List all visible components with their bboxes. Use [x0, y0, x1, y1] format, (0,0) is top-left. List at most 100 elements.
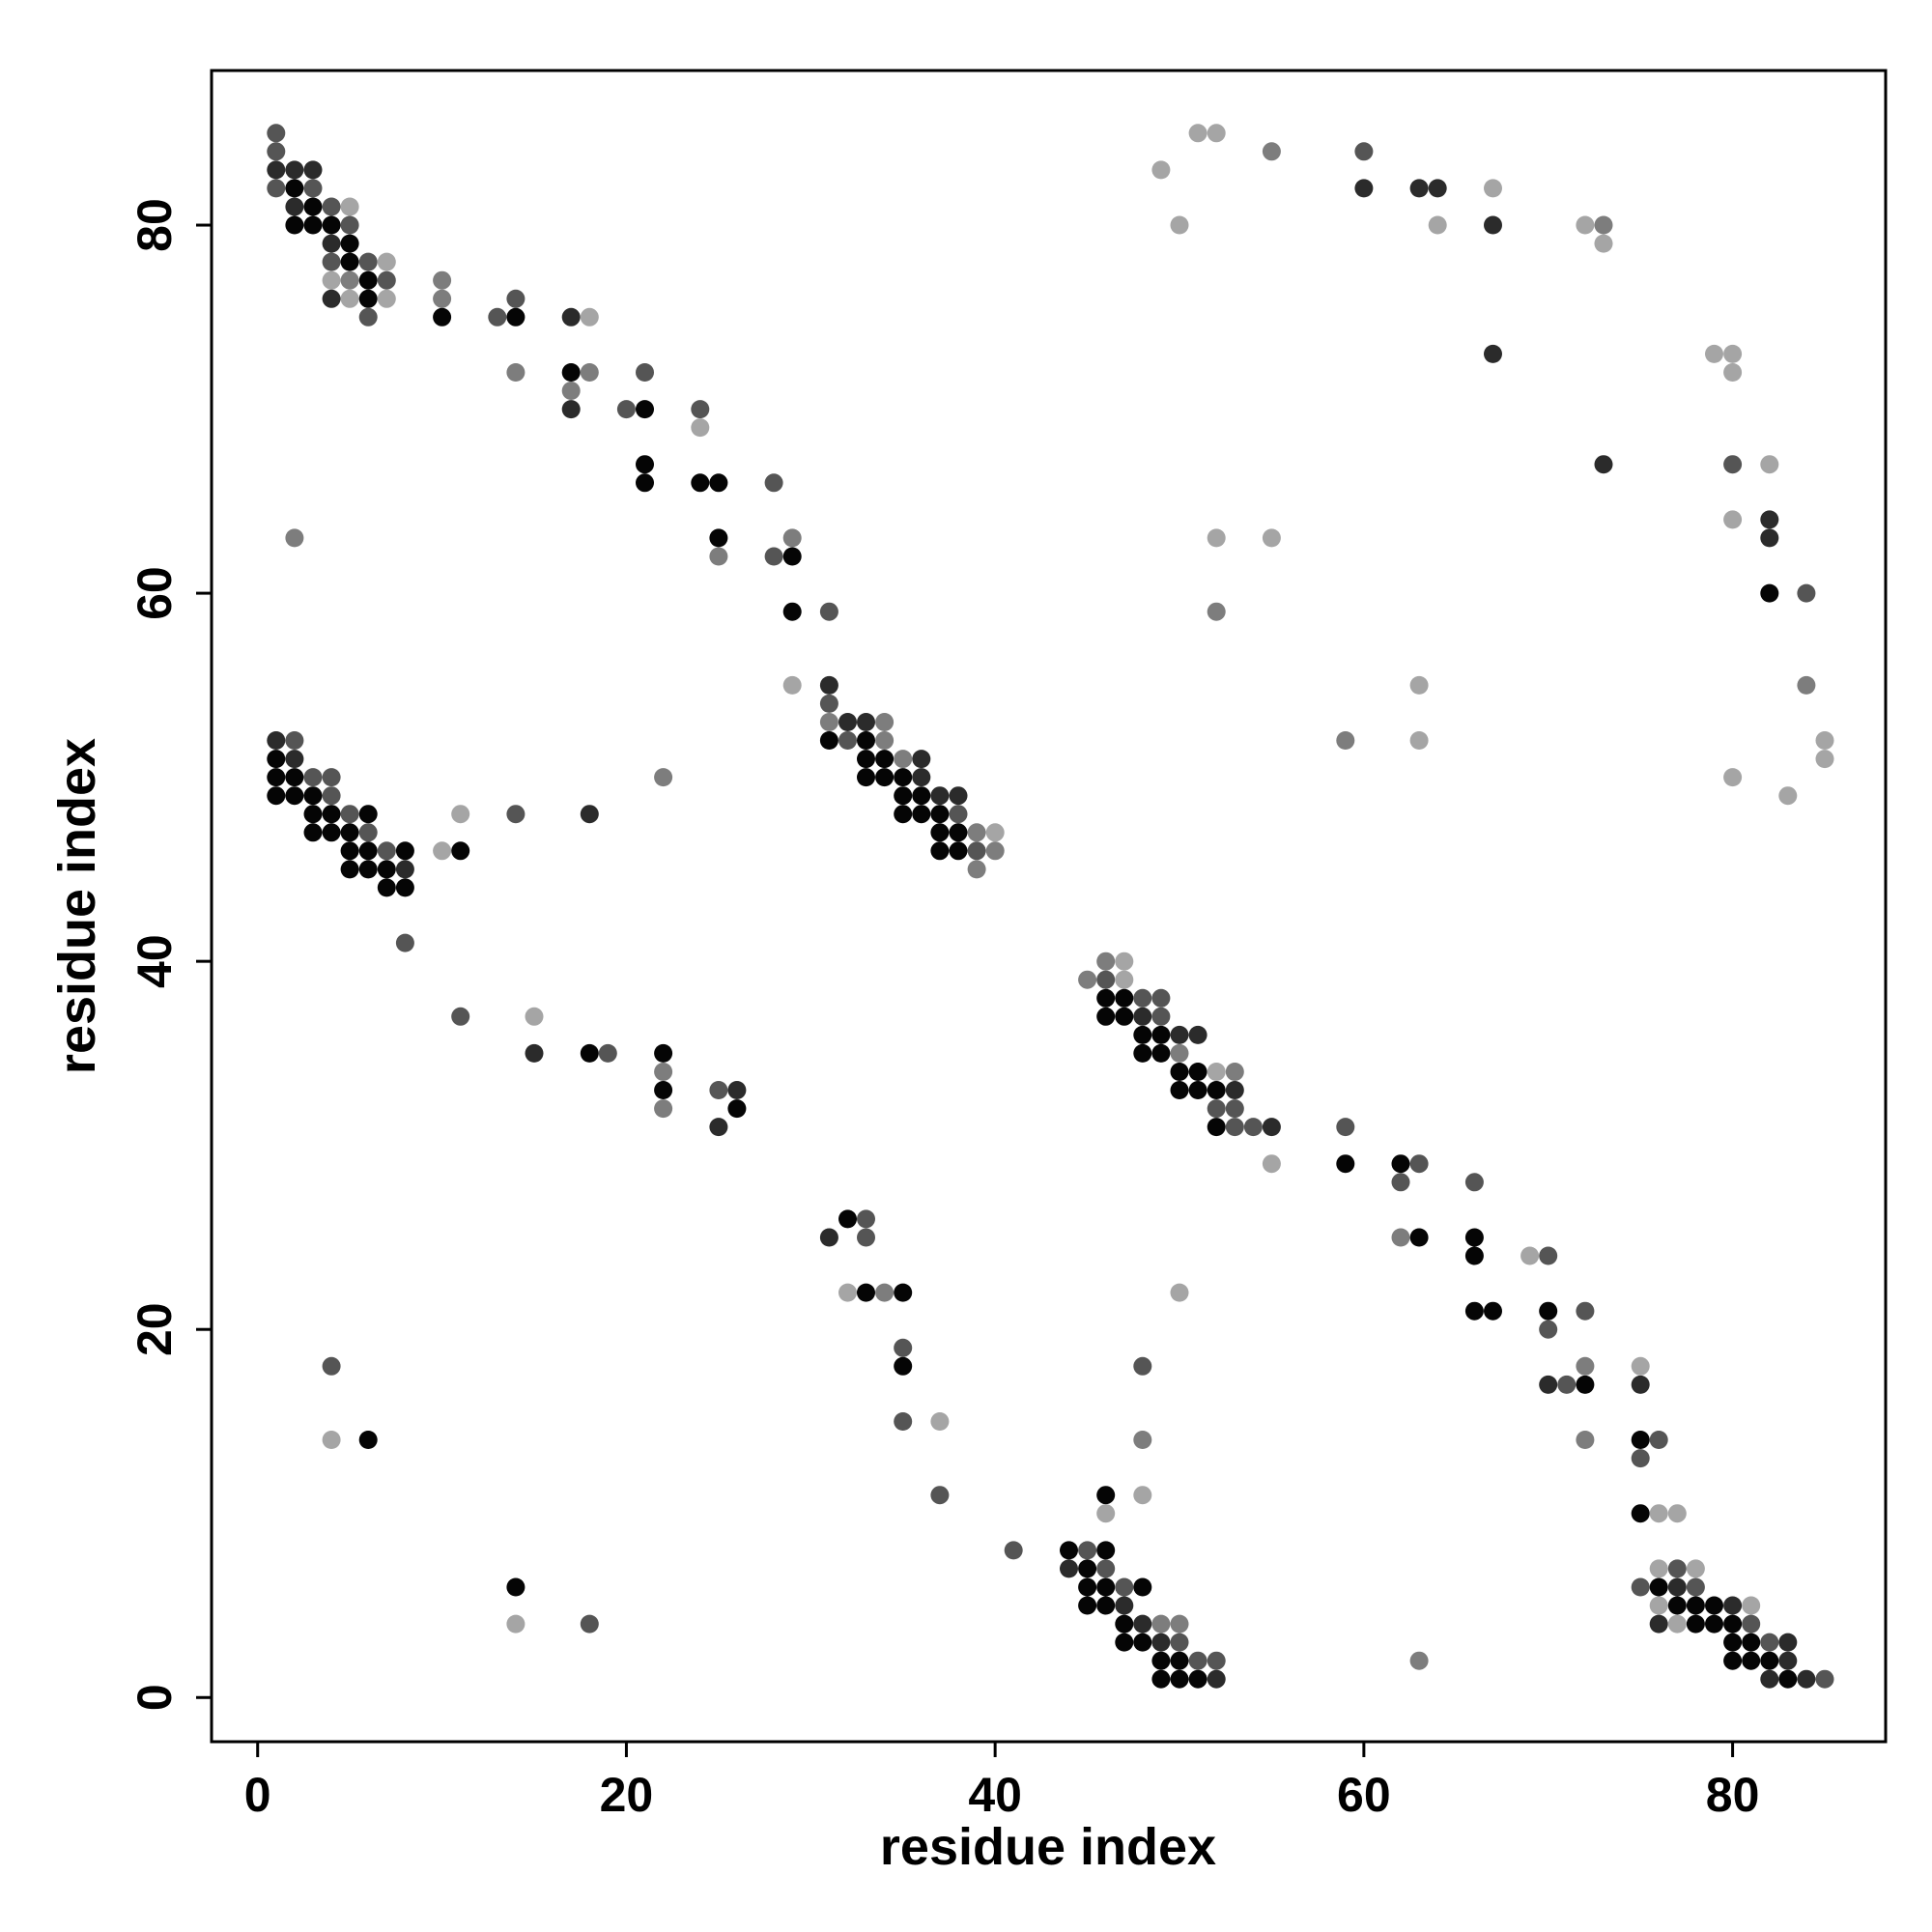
data-point	[1188, 1081, 1208, 1099]
data-point	[764, 473, 783, 493]
data-point	[1760, 583, 1779, 603]
data-point	[1096, 952, 1116, 971]
data-point	[894, 1338, 913, 1357]
data-point	[1631, 1577, 1650, 1597]
data-point	[819, 1228, 838, 1247]
data-point	[322, 768, 341, 787]
data-point	[340, 860, 359, 879]
data-point	[340, 252, 359, 271]
data-point	[857, 731, 875, 750]
data-point	[488, 307, 507, 327]
data-point	[1686, 1596, 1705, 1615]
data-point	[1170, 1651, 1189, 1670]
data-point	[285, 215, 304, 235]
data-point	[1336, 731, 1355, 750]
data-point	[358, 860, 378, 879]
data-point	[1151, 1633, 1171, 1652]
data-point	[875, 750, 895, 769]
data-point	[894, 768, 913, 787]
data-point	[782, 528, 802, 548]
data-point	[1188, 1651, 1208, 1670]
data-point	[377, 252, 396, 271]
data-point	[1484, 344, 1502, 363]
data-point	[561, 382, 581, 400]
data-points-layer	[267, 124, 1834, 1689]
data-point	[506, 1614, 526, 1634]
data-point	[1133, 988, 1152, 1008]
data-point	[1225, 1063, 1244, 1081]
data-point	[1778, 786, 1798, 806]
data-point	[267, 750, 286, 769]
data-point	[1170, 1614, 1189, 1634]
x-tick-label: 80	[1706, 1768, 1760, 1822]
data-point	[506, 307, 526, 327]
data-point	[1649, 1596, 1668, 1615]
data-point	[267, 142, 286, 161]
data-point	[340, 823, 359, 842]
data-point	[1778, 1633, 1798, 1652]
data-point	[1188, 1063, 1208, 1081]
data-point	[451, 805, 470, 824]
data-point	[1631, 1431, 1650, 1449]
data-point	[654, 1063, 673, 1081]
data-point	[1207, 602, 1226, 621]
data-point	[285, 197, 304, 216]
data-point	[1557, 1375, 1577, 1394]
y-tick-label: 80	[128, 198, 182, 252]
data-point	[1170, 1043, 1189, 1063]
data-point	[1096, 1541, 1116, 1560]
data-point	[1262, 528, 1281, 548]
data-point	[1151, 1651, 1171, 1670]
data-point	[1409, 731, 1429, 750]
data-point	[267, 160, 286, 180]
data-point	[912, 805, 931, 824]
data-point	[322, 289, 341, 308]
data-point	[1115, 1614, 1134, 1634]
data-point	[1576, 1301, 1595, 1321]
data-point	[322, 215, 341, 235]
data-point	[838, 1209, 857, 1229]
data-point	[838, 1283, 857, 1302]
data-point	[1207, 1118, 1226, 1137]
data-point	[709, 1118, 728, 1137]
data-point	[691, 473, 710, 493]
data-point	[322, 1431, 341, 1449]
data-point	[1778, 1669, 1798, 1689]
data-point	[930, 786, 950, 806]
x-axis-title: residue index	[880, 1818, 1216, 1876]
data-point	[949, 823, 968, 842]
data-point	[709, 528, 728, 548]
data-point	[340, 805, 359, 824]
data-point	[1170, 1063, 1189, 1081]
data-point	[1354, 179, 1374, 198]
data-point	[985, 841, 1005, 861]
data-point	[1207, 1651, 1226, 1670]
data-point	[322, 786, 341, 806]
data-point	[1667, 1596, 1687, 1615]
data-point	[340, 215, 359, 235]
data-point	[1096, 988, 1116, 1008]
data-point	[949, 805, 968, 824]
data-point	[709, 547, 728, 566]
data-point	[561, 307, 581, 327]
data-point	[303, 215, 323, 235]
data-point	[267, 731, 286, 750]
data-point	[857, 1283, 875, 1302]
data-point	[1409, 1228, 1429, 1247]
y-axis-ticks: 0 20 40 60 80	[128, 198, 212, 1711]
data-point	[1133, 1633, 1152, 1652]
data-point	[303, 197, 323, 216]
data-point	[1004, 1541, 1023, 1560]
data-point	[1594, 234, 1613, 253]
data-point	[1760, 510, 1779, 529]
data-point	[1207, 1081, 1226, 1099]
data-point	[1151, 988, 1171, 1008]
data-point	[1484, 179, 1502, 198]
data-point	[654, 768, 673, 787]
data-point	[616, 400, 636, 419]
data-point	[894, 1412, 913, 1431]
data-point	[1243, 1118, 1263, 1137]
data-point	[358, 1431, 378, 1449]
data-point	[1391, 1228, 1410, 1247]
